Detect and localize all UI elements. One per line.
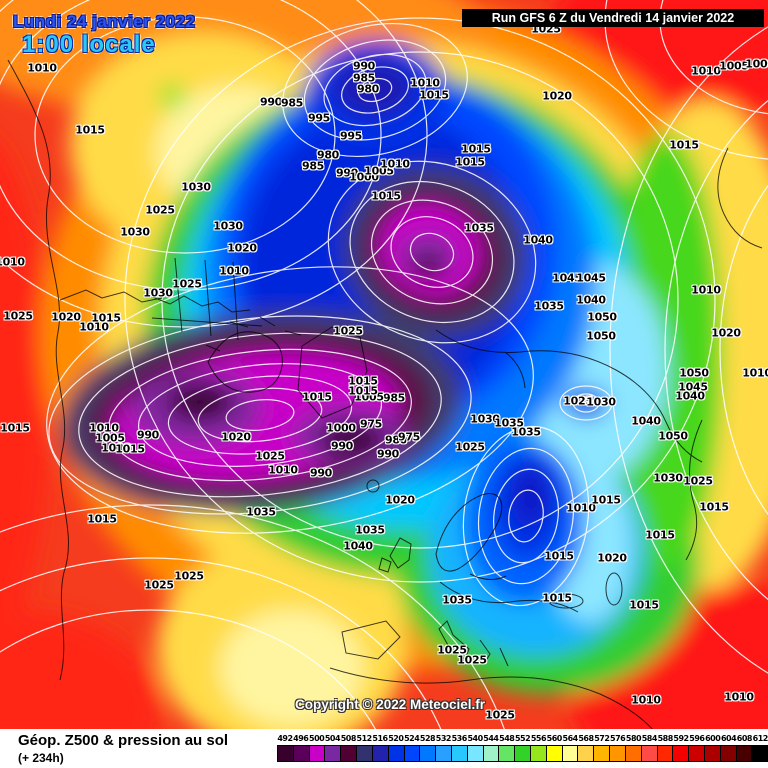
scale-value: 548: [499, 734, 515, 743]
scale-swatch: [688, 746, 704, 761]
scale-value: 568: [578, 734, 594, 743]
scale-value: 532: [435, 734, 452, 743]
scale-swatch: [719, 746, 736, 761]
scale-value: 536: [451, 734, 468, 743]
scale-swatch: [340, 746, 357, 761]
scale-value: 512: [356, 734, 373, 743]
scale-swatch: [435, 746, 451, 761]
legend-forecast-hour: (+ 234h): [18, 751, 64, 765]
scale-swatch: [356, 746, 372, 761]
local-time-label: 1:00 locale: [22, 31, 156, 58]
model-run-banner: Run GFS 6 Z du Vendredi 14 janvier 2022: [462, 9, 764, 27]
date-label: Lundi 24 janvier 2022: [13, 12, 196, 31]
scale-value: 588: [657, 734, 674, 743]
scale-value: 508: [340, 734, 357, 743]
scale-value: 560: [546, 734, 563, 743]
scale-swatch: [278, 746, 293, 761]
scale-value: 600: [705, 734, 721, 743]
scale-swatch: [735, 746, 752, 761]
scale-value: 572: [594, 734, 610, 743]
scale-value: 564: [562, 734, 579, 743]
coastlines: [7, 59, 763, 729]
scale-swatch: [530, 746, 546, 761]
weather-map: [0, 0, 768, 729]
scale-swatch: [371, 746, 388, 761]
scale-swatch: [609, 746, 625, 761]
scale-swatch: [308, 746, 325, 761]
scale-value: 524: [404, 734, 420, 743]
scale-value: 520: [388, 734, 404, 743]
copyright-notice: Copyright © 2022 Meteociel.fr: [295, 697, 485, 712]
scale-value: 552: [514, 734, 531, 743]
scale-swatch: [624, 746, 641, 761]
scale-swatch: [593, 746, 610, 761]
color-scale-values: 492 496 500 504 508 512 516 520 524 528 532 536 540 5…: [277, 734, 768, 744]
scale-value: 544: [483, 734, 499, 743]
scale-value: 580: [625, 734, 642, 743]
scale-value: 608: [736, 734, 753, 743]
scale-swatch: [545, 746, 562, 761]
scale-swatch: [387, 746, 404, 761]
scale-swatch: [419, 746, 436, 761]
scale-value: 516: [372, 734, 388, 743]
scale-swatch: [751, 746, 768, 761]
scale-swatch: [450, 746, 467, 761]
scale-value: 604: [720, 734, 737, 743]
scale-value: 528: [419, 734, 436, 743]
scale-swatch: [672, 746, 689, 761]
scale-swatch: [514, 746, 530, 761]
scale-swatch: [703, 746, 720, 761]
scale-value: 492: [277, 734, 293, 743]
scale-swatch: [561, 746, 578, 761]
scale-value: 504: [324, 734, 341, 743]
scale-swatch: [324, 746, 341, 761]
scale-value: 612: [752, 734, 768, 743]
geopotential-field: [0, 0, 768, 729]
scale-value: 596: [689, 734, 705, 743]
scale-value: 496: [293, 734, 309, 743]
scale-value: 556: [530, 734, 547, 743]
color-scale-swatches: [277, 745, 768, 762]
scale-swatch: [403, 746, 420, 761]
legend-title: Géop. Z500 & pression au sol: [18, 732, 229, 749]
scale-swatch: [640, 746, 657, 761]
scale-swatch: [656, 746, 673, 761]
scale-value: 576: [610, 734, 626, 743]
scale-swatch: [466, 746, 483, 761]
legend-bar: Géop. Z500 & pression au sol (+ 234h) 49…: [0, 729, 768, 768]
scale-swatch: [498, 746, 515, 761]
scale-swatch: [482, 746, 499, 761]
scale-value: 540: [467, 734, 483, 743]
scale-value: 584: [641, 734, 658, 743]
scale-value: 500: [309, 734, 325, 743]
scale-value: 592: [673, 734, 689, 743]
scale-swatch: [292, 746, 309, 761]
scale-swatch: [577, 746, 594, 761]
color-scale: 492 496 500 504 508 512 516 520 524 528 532 536 540 5…: [277, 734, 768, 762]
